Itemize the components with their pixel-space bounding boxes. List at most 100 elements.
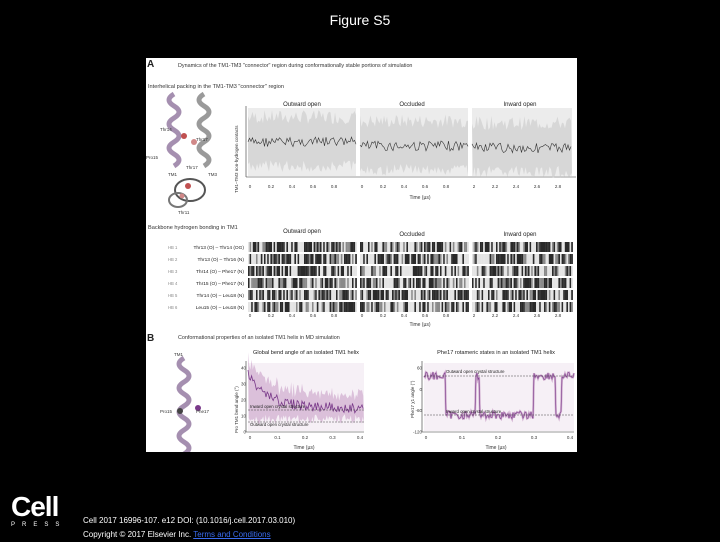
bend-title: Global bend angle of an isolated TM1 hel… [253, 350, 359, 356]
x-tick-label: 2.2 [492, 184, 499, 189]
contacts-plot [247, 108, 572, 178]
x-tick-label: 0.2 [380, 313, 387, 318]
x-tick-label: 2.6 [534, 184, 541, 189]
y-tick-label: -120 [413, 430, 423, 435]
x-tick-label: 2.4 [513, 313, 520, 318]
x-tick-label: 0.6 [310, 184, 317, 189]
hb-cond-2: Occluded [399, 232, 424, 238]
terms-link[interactable]: Terms and Conditions [193, 530, 271, 539]
struct-a-label-7: Thr11 [178, 210, 190, 215]
x-tick-label: 0.4 [357, 435, 364, 440]
contacts-xlabel: Time (µs) [409, 195, 430, 201]
citation-line: Cell 2017 16996-107. e12 DOI: (10.1016/j… [83, 516, 296, 525]
copyright-text: Copyright © 2017 Elsevier Inc. [83, 530, 194, 539]
hbond-row-label: Thr14 (O) – Leu18 (N) [197, 293, 245, 299]
hbond-xlabel: Time (µs) [409, 322, 430, 328]
panel-b-label: B [147, 333, 154, 344]
hbond-row-id: HB 6 [168, 305, 178, 310]
x-tick-label: 0.3 [329, 435, 336, 440]
panel-a-subheading: Interhelical packing in the TM1-TM3 "con… [148, 84, 284, 90]
struct-a-label-6: Thr17 [186, 165, 198, 170]
panel-b-heading: Conformational properties of an isolated… [178, 335, 340, 341]
cell-press-logo: Cell PRESS [11, 491, 71, 529]
x-tick-label: 0.1 [459, 435, 466, 440]
panel-a-heading: Dynamics of the TM1-TM3 "connector" regi… [178, 63, 412, 69]
y-tick-label: 0 [243, 430, 246, 435]
x-tick-label: 2.6 [534, 313, 541, 318]
citation: Cell 2017 16996-107. e12 DOI: (10.1016/j… [83, 514, 295, 542]
x-tick-label: 0.6 [422, 313, 429, 318]
x-tick-label: 0 [361, 313, 364, 318]
x-tick-label: 0.8 [331, 184, 338, 189]
hbond-barcode [248, 242, 573, 312]
x-tick-label: 0 [425, 435, 428, 440]
x-tick-label: 0.2 [268, 313, 275, 318]
x-tick-label: 0.2 [302, 435, 309, 440]
x-tick-label: 0.4 [401, 184, 408, 189]
hbond-row-label: Thr15 (O) – Phe17 (N) [196, 281, 244, 287]
y-tick-label: 20 [241, 398, 247, 403]
x-tick-label: 0.8 [443, 313, 450, 318]
x-tick-label: 0 [249, 184, 252, 189]
hbond-row-id: HB 1 [168, 245, 178, 250]
slide-title: Figure S5 [329, 12, 391, 28]
struct-a-label-1: Thr14 [160, 127, 172, 132]
cond-label-1: Outward open [283, 102, 321, 108]
x-tick-label: 0.3 [531, 435, 538, 440]
panel-a-label: A [147, 59, 154, 70]
x-tick-label: 2.8 [555, 313, 562, 318]
x-tick-label: 2.8 [555, 184, 562, 189]
y-tick-label: 0 [419, 387, 422, 392]
y-tick-label: 30 [241, 382, 247, 387]
rotamer-ref-1: Outward open crystal structure [446, 369, 505, 374]
bend-xlabel: Time (µs) [293, 445, 314, 451]
struct-a-label-2: Thr17 [196, 137, 208, 142]
hb-cond-3: Inward open [503, 232, 536, 238]
hbond-heading: Backbone hydrogen bonding in TM1 [148, 225, 238, 231]
bend-ref-1: Inward open crystal structure [250, 404, 306, 409]
x-tick-label: 0.8 [331, 313, 338, 318]
y-tick-label: 60 [417, 366, 423, 371]
rotamer-ylabel: Phe17 χ1 angle (°) [410, 380, 415, 418]
struct-b-label-3: Phe17 [196, 409, 210, 414]
x-tick-label: 2 [473, 313, 476, 318]
hbond-row-label: Thr13 (O) – Thr14 (OG) [193, 245, 244, 251]
figure-image: A Dynamics of the TM1-TM3 "connector" re… [146, 58, 577, 452]
struct-b-label-1: TM1 [174, 352, 183, 357]
x-tick-label: 0 [361, 184, 364, 189]
hbond-row-id: HB 4 [168, 281, 178, 286]
y-tick-label: 10 [241, 414, 247, 419]
struct-a-label-5: TM3 [208, 172, 217, 177]
bend-plot [247, 352, 364, 431]
x-tick-label: 0.4 [289, 313, 296, 318]
x-tick-label: 0.4 [401, 313, 408, 318]
rotamer-ref-2: Inward open crystal structure [446, 409, 502, 414]
struct-a-label-3: Pro15 [146, 155, 159, 160]
x-tick-label: 2.2 [492, 313, 499, 318]
x-tick-label: 2.4 [513, 184, 520, 189]
x-tick-label: 0.1 [274, 435, 281, 440]
logo-press: PRESS [11, 522, 67, 528]
hb-cond-1: Outward open [283, 229, 321, 235]
hbond-row-label: Leu15 (O) – Leu18 (N) [196, 305, 245, 311]
hbond-row-id: HB 2 [168, 257, 178, 262]
logo-word: Cell [11, 491, 59, 522]
y-tick-label: -60 [415, 408, 422, 413]
cond-label-3: Inward open [503, 102, 536, 108]
hbond-row-label: Thr13 (O) – Thr16 (N) [197, 257, 244, 263]
hbond-row-id: HB 3 [168, 269, 178, 274]
x-tick-label: 0.2 [380, 184, 387, 189]
copyright-line: Copyright © 2017 Elsevier Inc. Terms and… [83, 528, 295, 542]
x-tick-label: 0.4 [289, 184, 296, 189]
structure-image-a [166, 91, 212, 208]
x-tick-label: 0.4 [567, 435, 574, 440]
y-tick-label: 40 [241, 366, 247, 371]
structure-image-b [176, 355, 201, 452]
bend-ref-2: Outward open crystal structure [250, 422, 309, 427]
x-tick-label: 0.8 [443, 184, 450, 189]
x-tick-label: 0.2 [495, 435, 502, 440]
x-tick-label: 0.6 [310, 313, 317, 318]
x-tick-label: 2 [473, 184, 476, 189]
x-tick-label: 0 [249, 435, 252, 440]
cond-label-2: Occluded [399, 102, 424, 108]
